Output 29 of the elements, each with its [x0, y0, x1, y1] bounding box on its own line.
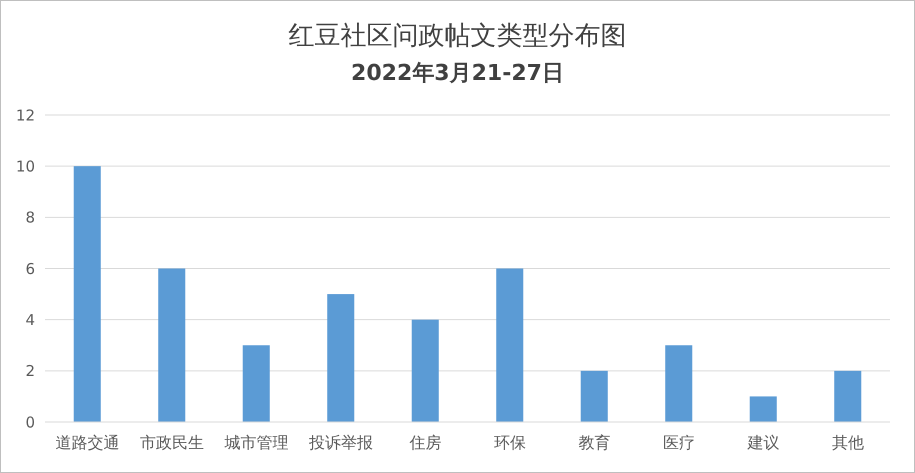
y-tick-label: 0: [25, 413, 35, 432]
bar: [496, 268, 524, 422]
bar: [327, 294, 354, 422]
y-tick-label: 12: [16, 106, 35, 124]
x-tick-label: 教育: [578, 433, 610, 452]
bar: [74, 166, 101, 422]
bar: [242, 345, 270, 422]
bar: [412, 320, 439, 422]
x-tick-label: 城市管理: [223, 433, 288, 452]
y-tick-label: 6: [25, 260, 35, 278]
x-tick-label: 道路交通: [55, 433, 120, 452]
x-tick-label: 其他: [832, 433, 864, 452]
bar: [834, 370, 862, 422]
y-tick-label: 2: [25, 362, 35, 380]
x-tick-label: 环保: [494, 433, 526, 452]
y-tick-label: 4: [25, 310, 35, 329]
chart-title: 红豆社区问政帖文类型分布图: [288, 21, 626, 51]
bar: [665, 345, 692, 422]
x-tick-label: 住房: [408, 433, 442, 452]
bar: [580, 370, 608, 422]
y-tick-label: 8: [25, 208, 35, 227]
chart-subtitle: 2022年3月21-27日: [351, 61, 564, 86]
x-tick-label: 医疗: [662, 433, 695, 452]
x-tick-label: 投诉举报: [308, 433, 373, 452]
bar: [750, 396, 777, 422]
y-tick-label: 10: [16, 157, 35, 176]
x-tick-label: 市政民生: [140, 433, 204, 452]
x-tick-label: 建议: [746, 433, 780, 452]
bar: [158, 268, 186, 422]
